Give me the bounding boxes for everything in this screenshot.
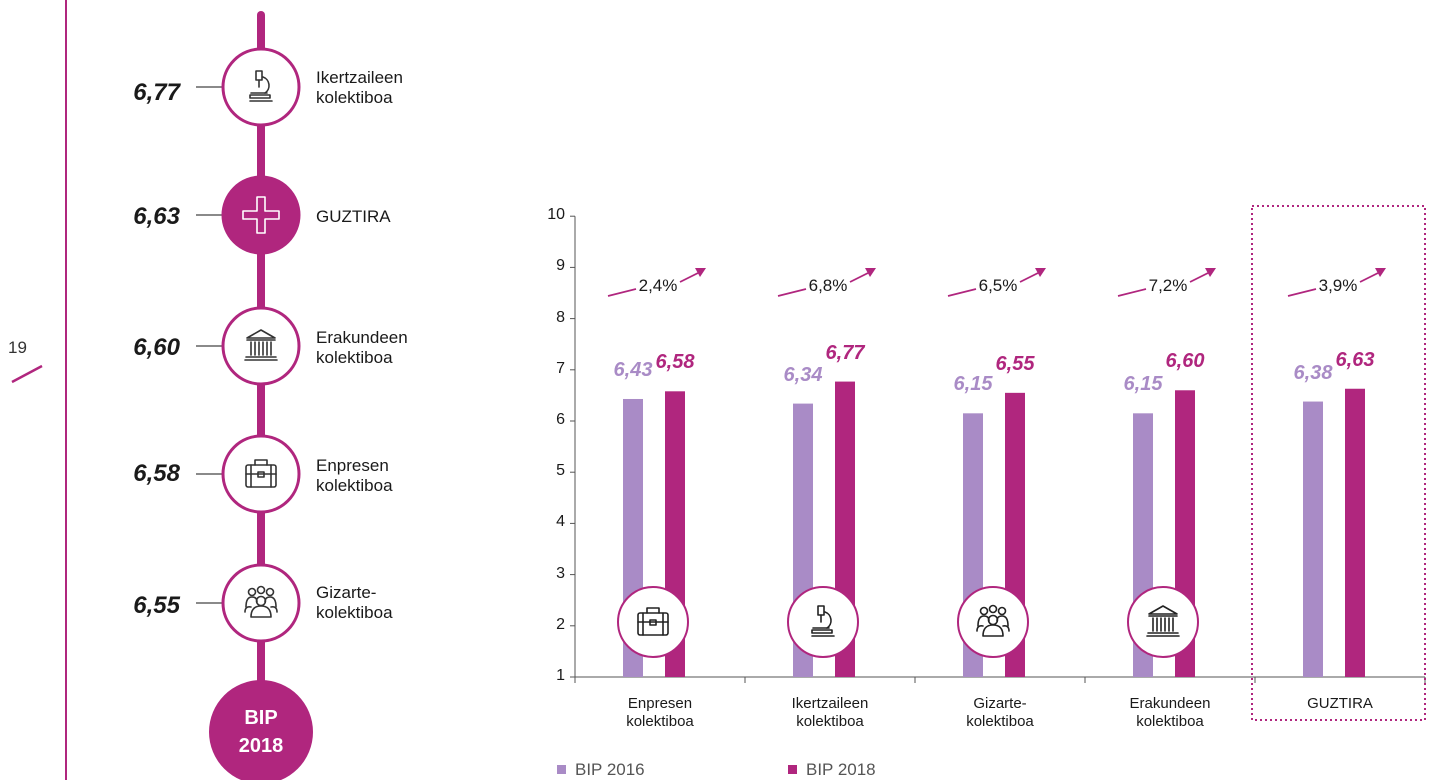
page-number: 19 [8,338,27,357]
growth-arrow-shaft [1019,272,1039,283]
growth-label: 3,9% [1318,276,1358,295]
data-label-bip-2018: 6,77 [825,341,865,364]
growth-arrow-shaft [849,272,869,283]
timeline-node [221,47,301,127]
timeline-label: Erakundeen kolektiboa [316,328,408,367]
y-tick-label: 2 [556,615,565,633]
y-tick-label: 1 [556,667,565,684]
data-label-bip-2016: 6,38 [1293,361,1333,384]
briefcase-icon [637,607,669,636]
growth-arrow-tail [947,288,977,297]
timeline-label: GUZTIRA [316,207,391,226]
timeline [196,11,313,780]
legend-label: BIP 2016 [575,760,645,779]
growth-arrow-head [1035,268,1046,277]
growth-arrow-head [695,268,706,277]
x-tick-label: Erakundeen kolektiboa [1129,695,1211,730]
growth-arrow-tail [1287,288,1317,297]
briefcase-icon [245,459,277,488]
data-label-bip-2016: 6,43 [613,358,653,381]
data-label-bip-2016: 6,15 [1123,373,1163,396]
growth-arrow-shaft [679,272,699,283]
legend-item-bip-2016: BIP 2016 [557,760,645,780]
category-icon-badge [787,586,859,658]
institution-icon [1146,605,1180,637]
timeline-node [221,306,301,386]
x-tick-label: Gizarte- kolektiboa [966,695,1034,730]
bip-badge-line2: 2018 [238,735,284,757]
growth-arrow-head [1375,268,1386,277]
y-tick-label: 9 [556,257,565,275]
page-rule [65,0,67,780]
legend-swatch-bip-2016 [557,765,566,774]
x-tick-label: Enpresen kolektiboa [626,695,694,730]
category-icon-badge [1127,586,1199,658]
data-label-bip-2016: 6,34 [783,363,823,386]
timeline-label: Gizarte- kolektiboa [316,583,393,622]
growth-label: 6,8% [808,276,848,295]
category-icon-badge [957,586,1029,658]
timeline-node [221,563,301,643]
growth-label: 2,4% [638,276,678,295]
highlight-box [1251,205,1426,721]
timeline-label: Ikertzaileen kolektiboa [316,68,403,107]
y-tick-label: 10 [547,206,565,224]
data-label-bip-2016: 6,15 [953,373,993,396]
data-label-bip-2018: 6,55 [995,352,1035,375]
microscope-icon [811,605,835,637]
y-tick-label: 5 [556,462,565,480]
people-icon [244,585,278,618]
growth-arrow-shaft [1189,272,1209,283]
y-tick-label: 7 [556,359,565,377]
page-slash [11,364,43,384]
growth-arrow-tail [607,288,637,297]
x-tick-label: GUZTIRA [1307,695,1373,712]
bip-badge-line1: BIP [244,707,278,729]
y-tick-label: 4 [556,513,565,531]
institution-icon [244,329,278,361]
timeline-value: 6,60 [133,334,180,361]
growth-label: 7,2% [1148,276,1188,295]
microscope-icon [249,70,273,102]
data-label-bip-2018: 6,58 [655,351,695,374]
x-tick-label: Ikertzaileen kolektiboa [791,695,869,730]
timeline-value: 6,63 [133,203,180,230]
y-tick-label: 3 [556,564,565,582]
growth-arrow-shaft [1359,272,1379,283]
y-tick-label: 8 [556,308,565,326]
bip-badge [209,680,313,780]
data-label-bip-2018: 6,60 [1165,350,1205,373]
timeline-value: 6,77 [133,79,180,106]
legend-label: BIP 2018 [806,760,876,779]
growth-arrow-tail [1117,288,1147,297]
data-label-bip-2018: 6,63 [1335,348,1375,371]
people-icon [976,604,1010,637]
plus-icon [242,196,280,234]
growth-arrow-tail [777,288,807,297]
timeline-value: 6,55 [133,592,180,619]
legend-item-bip-2018: BIP 2018 [788,760,876,780]
legend-swatch-bip-2018 [788,765,797,774]
growth-label: 6,5% [978,276,1018,295]
timeline-value: 6,58 [133,460,180,487]
timeline-label: Enpresen kolektiboa [316,456,393,495]
bar-bip-2016 [1303,401,1323,677]
growth-arrow-head [865,268,876,277]
bar-bip-2018 [1345,388,1365,677]
y-tick-label: 6 [556,411,565,428]
growth-arrow-head [1205,268,1216,277]
timeline-node [221,175,301,255]
